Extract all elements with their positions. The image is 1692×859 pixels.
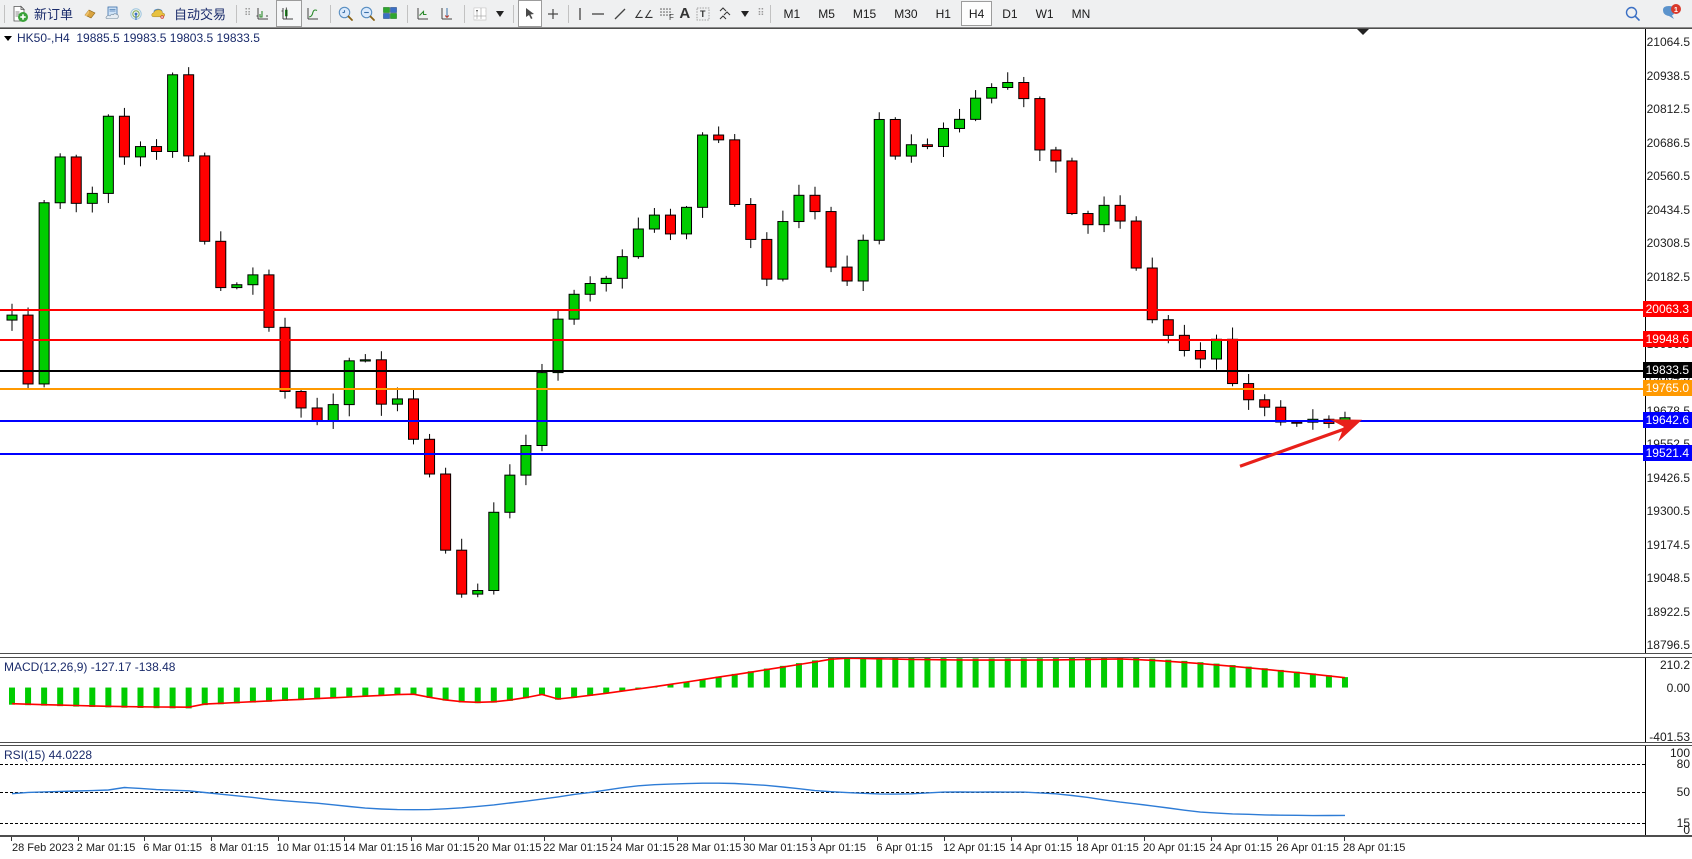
svg-text:F: F xyxy=(669,13,674,22)
svg-text:T: T xyxy=(700,9,706,19)
svg-text:∠∠: ∠∠ xyxy=(634,9,653,21)
svg-text:1: 1 xyxy=(1674,5,1678,14)
